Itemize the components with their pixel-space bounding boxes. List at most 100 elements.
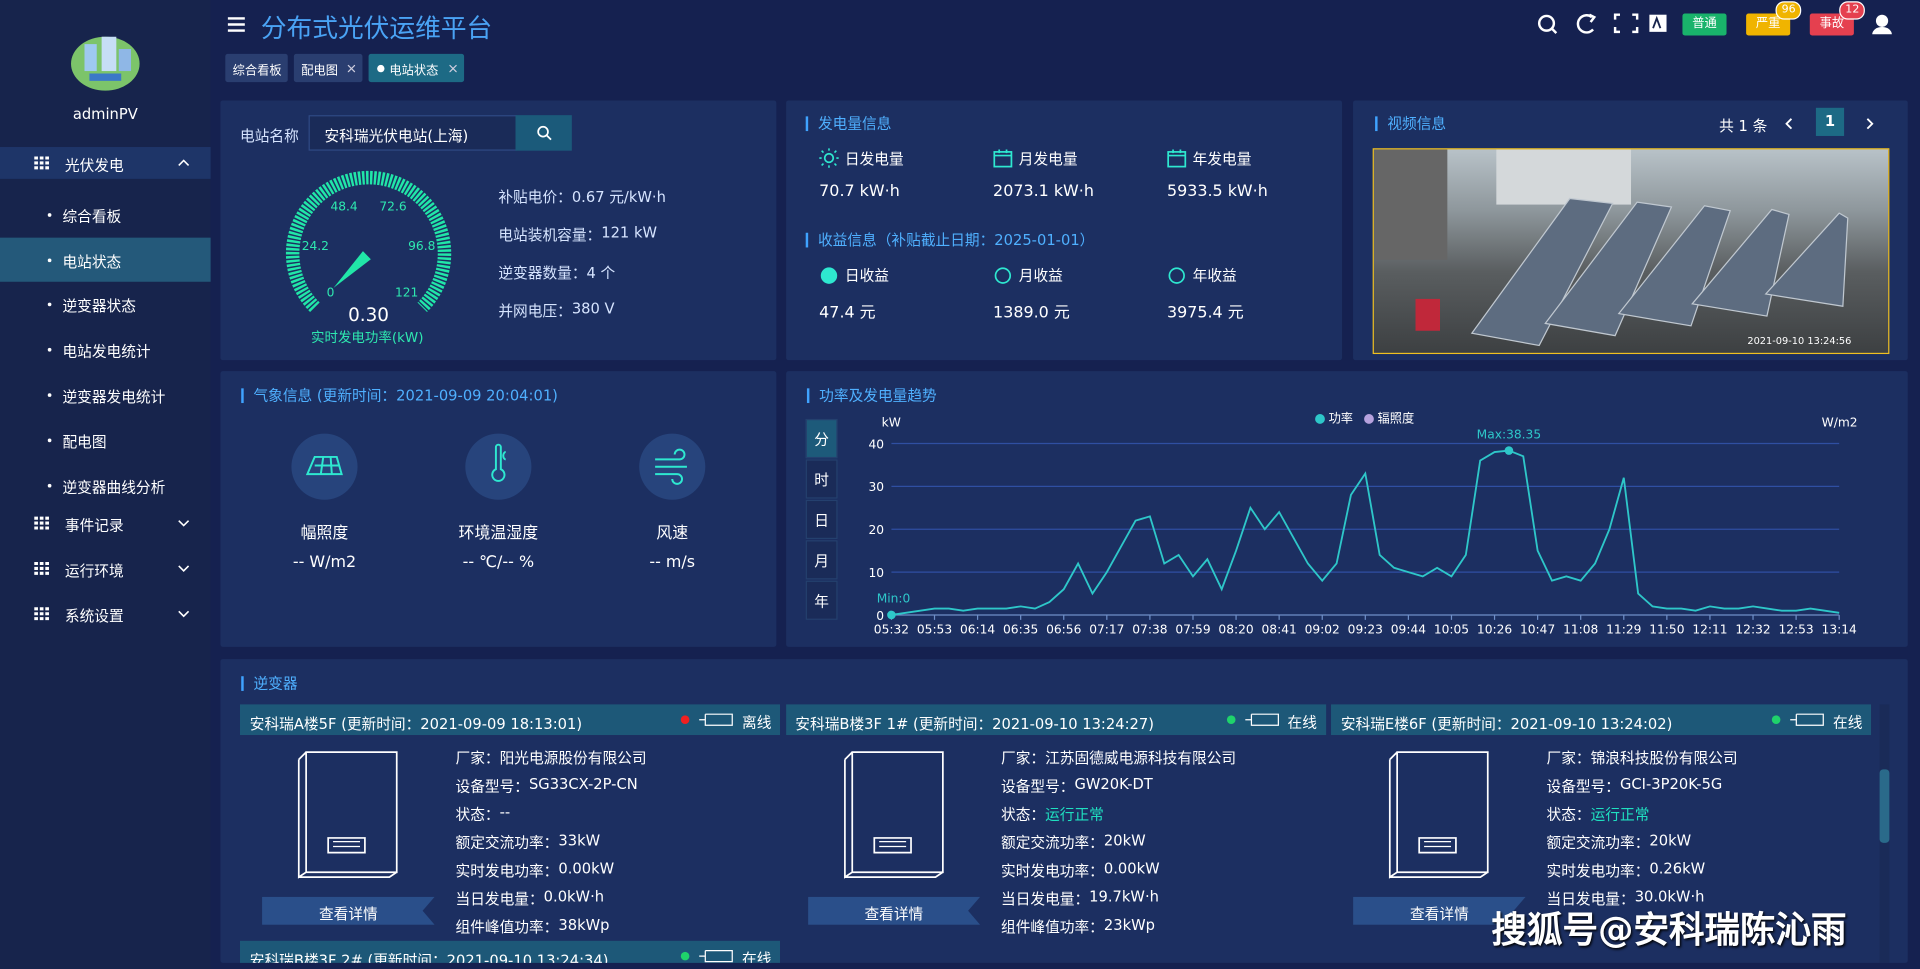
submenu-item[interactable]: 配电图 <box>0 417 211 461</box>
card-header: 安科瑞B楼3F 2# (更新时间：2021-09-10 13:24:34) 在线 <box>240 940 781 963</box>
legend-swatch <box>1315 414 1325 424</box>
submenu-item[interactable]: 电站发电统计 <box>0 327 211 371</box>
badge-count: 96 <box>1775 1 1802 20</box>
alarm-badge[interactable]: 严重 <box>1746 13 1791 36</box>
chevron <box>178 520 190 528</box>
field-label: 设备型号： <box>455 777 529 796</box>
inverter-icon <box>1388 751 1489 879</box>
badge-count: 12 <box>1839 1 1866 20</box>
bullet <box>47 393 52 397</box>
pager-total: 共 1 条 <box>1719 117 1768 135</box>
period-tab[interactable]: 分 <box>805 418 838 459</box>
tab-label: 综合看板 <box>232 64 282 79</box>
period-tab[interactable]: 年 <box>805 580 838 620</box>
icon <box>34 607 49 621</box>
field-value: 19.7kW·h <box>1089 888 1159 906</box>
search-button[interactable] <box>515 115 572 151</box>
submenu-item[interactable]: 逆变器曲线分析 <box>0 463 211 507</box>
card-header: 安科瑞E楼6F (更新时间：2021-09-10 13:24:02) 在线 <box>1331 704 1872 736</box>
status-icon <box>699 950 733 963</box>
min-annotation: Min:0 <box>877 592 911 606</box>
menu-toggle[interactable] <box>227 17 245 32</box>
info-value: 380 V <box>571 300 615 318</box>
coin <box>994 267 1012 284</box>
details-button[interactable]: 查看详情 <box>1353 896 1526 925</box>
submenu-item[interactable]: 电站状态 <box>0 237 211 282</box>
y-tick-label: 40 <box>869 437 885 451</box>
trend-panel: 功率及发电量趋势分时日月年 kW W/m2 功率 辐照度 0 10 20 30 40 05:32 05… <box>786 371 1908 647</box>
period-tab[interactable]: 时 <box>805 459 838 499</box>
card-title: 安科瑞B楼3F 1# (更新时间：2021-09-10 13:24:27) <box>795 715 1154 733</box>
min-point <box>887 610 896 620</box>
search-icon[interactable] <box>1537 14 1558 34</box>
field-value: 38kWp <box>558 916 610 934</box>
inverter-icon <box>843 751 944 879</box>
tab[interactable]: 综合看板 <box>225 53 288 83</box>
status-dot <box>680 715 690 724</box>
refresh-icon[interactable] <box>1576 13 1597 34</box>
glass <box>537 125 549 138</box>
period-tab[interactable]: 日 <box>805 499 838 540</box>
x-tick-label: 09:02 <box>1305 622 1340 636</box>
menu-item[interactable]: 运行环境 <box>0 553 211 585</box>
status-dot <box>1226 715 1235 724</box>
pager-page[interactable]: 1 <box>1815 107 1845 136</box>
details-label: 查看详情 <box>864 905 924 923</box>
field-value: 20kW <box>1649 831 1692 849</box>
submenu-label: 逆变器发电统计 <box>62 388 166 406</box>
alarm-badge[interactable]: 普通 <box>1682 13 1727 36</box>
field-value: 33kW <box>558 831 601 849</box>
menu-label: 系统设置 <box>64 607 124 625</box>
menu-item[interactable]: 系统设置 <box>0 598 211 630</box>
red-box <box>1415 298 1441 331</box>
card-status: 在线 <box>1833 714 1863 732</box>
pager-prev <box>1785 118 1793 130</box>
alarm-badge[interactable]: 事故 <box>1809 13 1854 36</box>
user-icon[interactable] <box>1872 14 1892 35</box>
bullet <box>47 348 52 352</box>
menu-item[interactable]: 光伏发电 <box>0 147 211 179</box>
cal-top <box>994 149 1012 157</box>
submenu-item[interactable]: 综合看板 <box>0 192 211 236</box>
tab[interactable]: 电站状态 <box>368 53 465 83</box>
stat-label: 月收益 <box>1018 267 1063 285</box>
video-panel: 视频信息 共 1 条 1 2021-09-10 13:24:56 <box>1353 100 1908 361</box>
pager-next <box>1866 118 1874 130</box>
info-label: 电站装机容量： <box>498 226 602 244</box>
submenu-item[interactable]: 逆变器发电统计 <box>0 372 211 416</box>
weather-value: -- m/s <box>649 553 696 573</box>
font-icon[interactable] <box>1649 14 1667 32</box>
stat-icon <box>1167 149 1187 168</box>
gauge-tick-label: 48.4 <box>330 199 357 213</box>
field-label: 实时发电功率： <box>455 862 559 880</box>
x-tick-label: 11:50 <box>1649 622 1684 636</box>
scrollbar-thumb[interactable] <box>1879 769 1890 843</box>
menu-item[interactable]: 事件记录 <box>0 508 211 540</box>
weather-icon <box>291 433 358 500</box>
stat-value: 2073.1 kW·h <box>993 182 1094 201</box>
weather-icon <box>465 433 532 500</box>
period-tab[interactable]: 月 <box>805 540 838 580</box>
chevron-path <box>178 520 190 528</box>
weather-icon <box>639 433 706 500</box>
x-tick-label: 07:17 <box>1089 622 1124 636</box>
power-line <box>891 449 1840 616</box>
arrow <box>1866 118 1874 130</box>
tab[interactable]: 配电图 <box>293 53 363 83</box>
solar-panel <box>1544 201 1673 337</box>
info-value: 0.67 元/kW·h <box>571 188 666 206</box>
x-tick-label: 10:26 <box>1477 622 1512 636</box>
card-status: 离线 <box>742 714 772 732</box>
info-value: 121 kW <box>601 224 657 242</box>
solar-panel <box>1617 205 1732 327</box>
fullscreen-icon[interactable] <box>1613 13 1639 34</box>
submenu-item[interactable]: 逆变器状态 <box>0 282 211 326</box>
gauge-tick-label: 72.6 <box>379 199 406 213</box>
station-input[interactable]: 安科瑞光伏电站(上海) <box>308 115 517 151</box>
legend-label: 辐照度 <box>1378 411 1415 426</box>
field-value: SG33CX-2P-CN <box>528 775 638 793</box>
details-button[interactable]: 查看详情 <box>262 896 435 925</box>
details-button[interactable]: 查看详情 <box>807 896 981 925</box>
stat-value: 5933.5 kW·h <box>1166 182 1268 201</box>
arrow <box>1785 118 1793 130</box>
